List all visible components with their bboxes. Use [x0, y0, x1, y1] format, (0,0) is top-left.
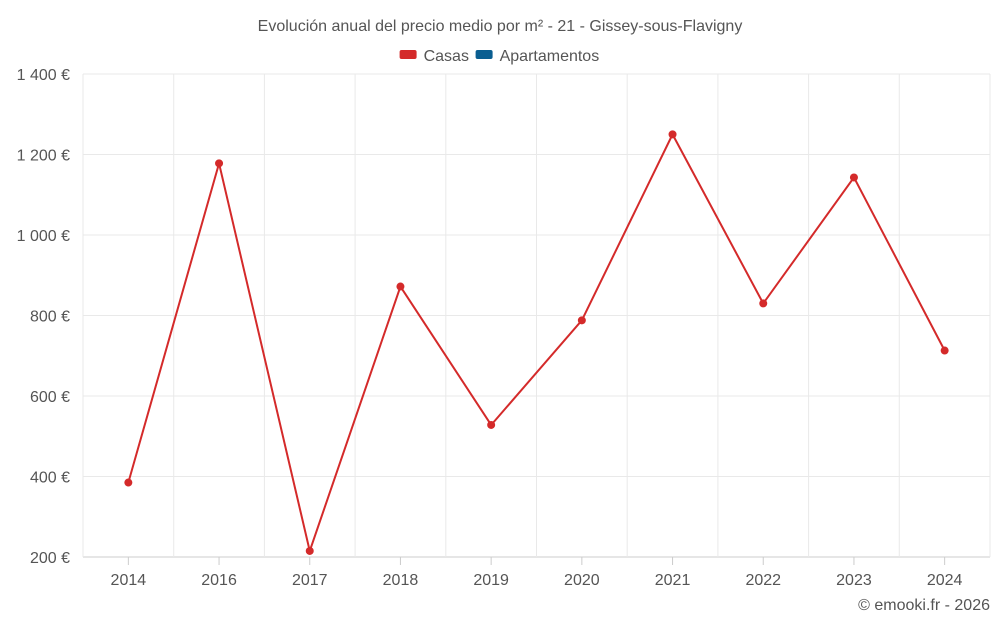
- data-point[interactable]: [759, 299, 768, 308]
- data-point[interactable]: [396, 282, 405, 291]
- y-tick-label: 800 €: [30, 309, 70, 326]
- legend-swatch: [475, 50, 493, 59]
- y-tick-label: 200 €: [30, 550, 70, 567]
- data-point[interactable]: [215, 159, 224, 168]
- x-tick-label: 2022: [745, 572, 781, 589]
- y-tick-label: 600 €: [30, 389, 70, 406]
- x-tick-label: 2023: [836, 572, 872, 589]
- x-tick-label: 2021: [655, 572, 691, 589]
- credit: © emooki.fr - 2026: [858, 597, 990, 614]
- series-line-casas: [127, 132, 946, 555]
- x-tick-label: 2017: [292, 572, 328, 589]
- x-tick-label: 2024: [927, 572, 963, 589]
- data-point[interactable]: [487, 420, 496, 429]
- y-tick-label: 400 €: [30, 470, 70, 487]
- x-tick-label: 2019: [473, 572, 509, 589]
- data-point[interactable]: [940, 346, 949, 355]
- legend-item[interactable]: Apartamentos: [500, 48, 600, 65]
- grid: [82, 73, 991, 558]
- data-point[interactable]: [668, 130, 677, 139]
- data-point[interactable]: [124, 478, 133, 487]
- x-axis: 2014 2016 2017 2018 2019 2020 2021 2022 2023 2024: [111, 557, 963, 589]
- y-tick-label: 1 000 €: [17, 228, 70, 245]
- x-tick-label: 2016: [201, 572, 237, 589]
- legend: Casas Apartamentos: [399, 48, 600, 65]
- data-point[interactable]: [305, 546, 314, 555]
- series-layer: [124, 130, 949, 555]
- legend-item[interactable]: Casas: [424, 48, 469, 65]
- data-point[interactable]: [577, 316, 586, 325]
- data-point[interactable]: [849, 173, 858, 182]
- x-tick-label: 2020: [564, 572, 600, 589]
- x-tick-label: 2018: [383, 572, 419, 589]
- x-tick-label: 2014: [111, 572, 147, 589]
- legend-swatch: [399, 50, 417, 59]
- chart-title: Evolución anual del precio medio por m² …: [258, 18, 743, 35]
- y-axis: 200 € 400 € 600 € 800 € 1 000 € 1 200 € 1 400 …: [17, 67, 70, 567]
- y-tick-label: 1 400 €: [17, 67, 70, 84]
- y-tick-label: 1 200 €: [17, 148, 70, 165]
